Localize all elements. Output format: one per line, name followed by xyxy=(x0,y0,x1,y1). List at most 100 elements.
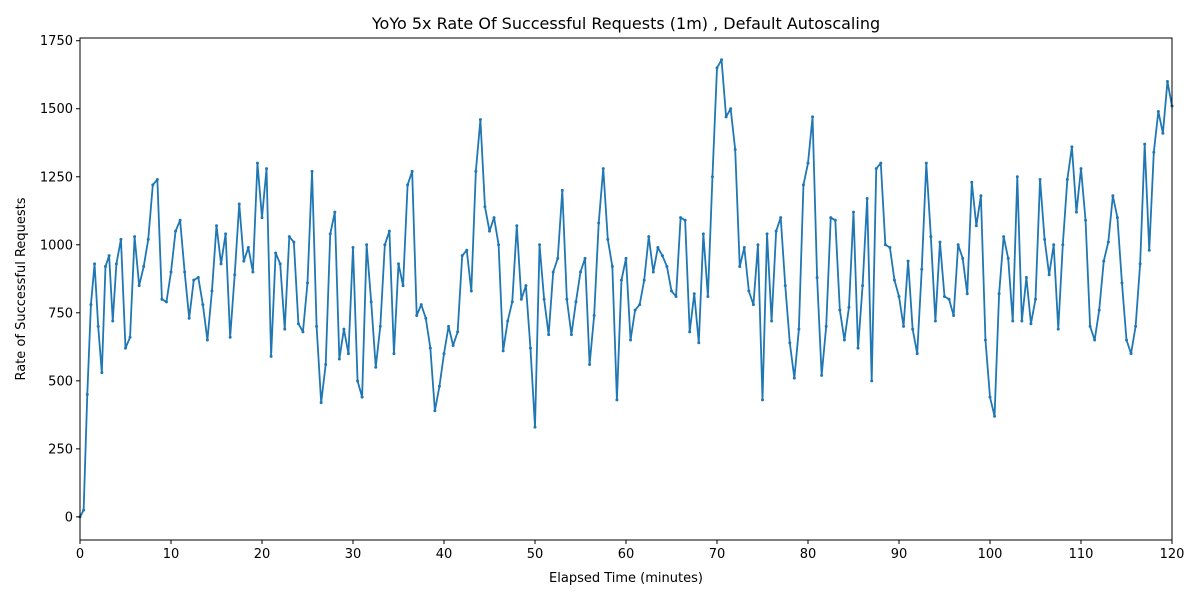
data-point xyxy=(820,373,824,377)
data-point xyxy=(697,341,701,345)
data-point xyxy=(360,395,364,399)
x-tick-label: 10 xyxy=(163,547,180,562)
data-point xyxy=(337,357,341,361)
data-point xyxy=(169,270,173,274)
data-point xyxy=(146,237,150,241)
data-point xyxy=(296,322,300,326)
data-point xyxy=(870,379,874,383)
data-point xyxy=(824,324,828,328)
data-point xyxy=(806,161,810,165)
data-point xyxy=(160,297,164,301)
data-point xyxy=(560,188,564,192)
data-point xyxy=(306,281,309,285)
data-point xyxy=(1088,324,1092,328)
data-point xyxy=(82,508,86,512)
y-tick-label: 1500 xyxy=(40,102,73,117)
data-point xyxy=(943,294,946,298)
x-tick-label: 70 xyxy=(709,547,726,562)
data-point xyxy=(952,314,956,318)
x-tick-label: 60 xyxy=(618,547,635,562)
plot-area xyxy=(78,58,1174,519)
data-point xyxy=(688,330,692,334)
data-point xyxy=(533,425,537,429)
x-tick-label: 20 xyxy=(254,547,271,562)
data-point xyxy=(660,254,664,258)
data-point xyxy=(137,284,141,288)
data-point xyxy=(861,284,865,288)
data-point xyxy=(255,161,259,165)
data-point xyxy=(742,246,746,250)
data-point xyxy=(1097,308,1101,312)
data-point xyxy=(715,66,719,70)
chart-title: YoYo 5x Rate Of Successful Requests (1m)… xyxy=(371,14,880,33)
data-point xyxy=(224,232,228,236)
data-point xyxy=(970,180,974,184)
data-point xyxy=(965,292,969,296)
data-point xyxy=(729,107,733,111)
data-point xyxy=(1015,175,1019,179)
data-point xyxy=(301,330,305,334)
data-point xyxy=(100,371,104,375)
data-point xyxy=(679,216,683,220)
plot-frame xyxy=(79,37,1173,541)
data-point xyxy=(1093,338,1097,342)
data-point xyxy=(246,246,250,250)
data-point xyxy=(629,338,633,342)
data-point xyxy=(624,256,628,260)
data-point xyxy=(278,262,282,266)
data-point xyxy=(378,324,382,328)
data-point xyxy=(1043,237,1047,241)
data-point xyxy=(692,292,696,296)
x-tick-label: 100 xyxy=(978,547,1003,562)
data-point xyxy=(387,229,391,233)
data-point xyxy=(215,224,218,228)
data-point xyxy=(747,289,751,293)
data-point xyxy=(997,292,1001,296)
x-tick-label: 0 xyxy=(76,547,84,562)
data-point xyxy=(515,224,519,228)
data-point xyxy=(242,259,246,263)
data-point xyxy=(374,365,378,369)
data-point xyxy=(183,270,187,274)
data-point xyxy=(674,294,678,298)
data-point xyxy=(988,395,992,399)
data-point xyxy=(469,289,473,293)
data-point xyxy=(424,316,428,320)
y-tick-label: 250 xyxy=(48,442,73,457)
y-tick-label: 750 xyxy=(48,306,73,321)
data-point xyxy=(1079,167,1083,171)
data-point xyxy=(565,297,569,301)
data-point xyxy=(833,218,837,222)
data-point xyxy=(788,341,792,345)
data-point xyxy=(1120,281,1124,285)
data-point xyxy=(556,256,560,260)
data-point xyxy=(456,330,460,334)
data-point xyxy=(710,175,714,179)
data-point xyxy=(670,289,673,293)
data-point xyxy=(1165,80,1169,84)
data-point xyxy=(342,327,346,331)
data-point xyxy=(287,235,291,239)
data-point xyxy=(107,254,111,258)
data-point xyxy=(897,294,901,298)
y-tick-label: 500 xyxy=(48,374,73,389)
data-point xyxy=(415,314,419,318)
data-point xyxy=(369,300,373,304)
data-point xyxy=(419,303,423,307)
data-point xyxy=(683,218,687,222)
data-point xyxy=(1102,259,1106,263)
data-point xyxy=(1061,243,1065,247)
data-point xyxy=(410,169,414,173)
data-point xyxy=(879,161,883,165)
data-point xyxy=(883,243,887,247)
data-point xyxy=(733,148,737,152)
data-point xyxy=(902,324,906,328)
data-point xyxy=(111,319,115,323)
x-tick-label: 80 xyxy=(800,547,817,562)
data-point xyxy=(1065,177,1069,181)
data-point xyxy=(1056,327,1060,331)
data-point xyxy=(269,354,273,358)
data-point xyxy=(601,167,605,171)
data-point xyxy=(924,161,928,165)
data-point xyxy=(920,267,924,271)
